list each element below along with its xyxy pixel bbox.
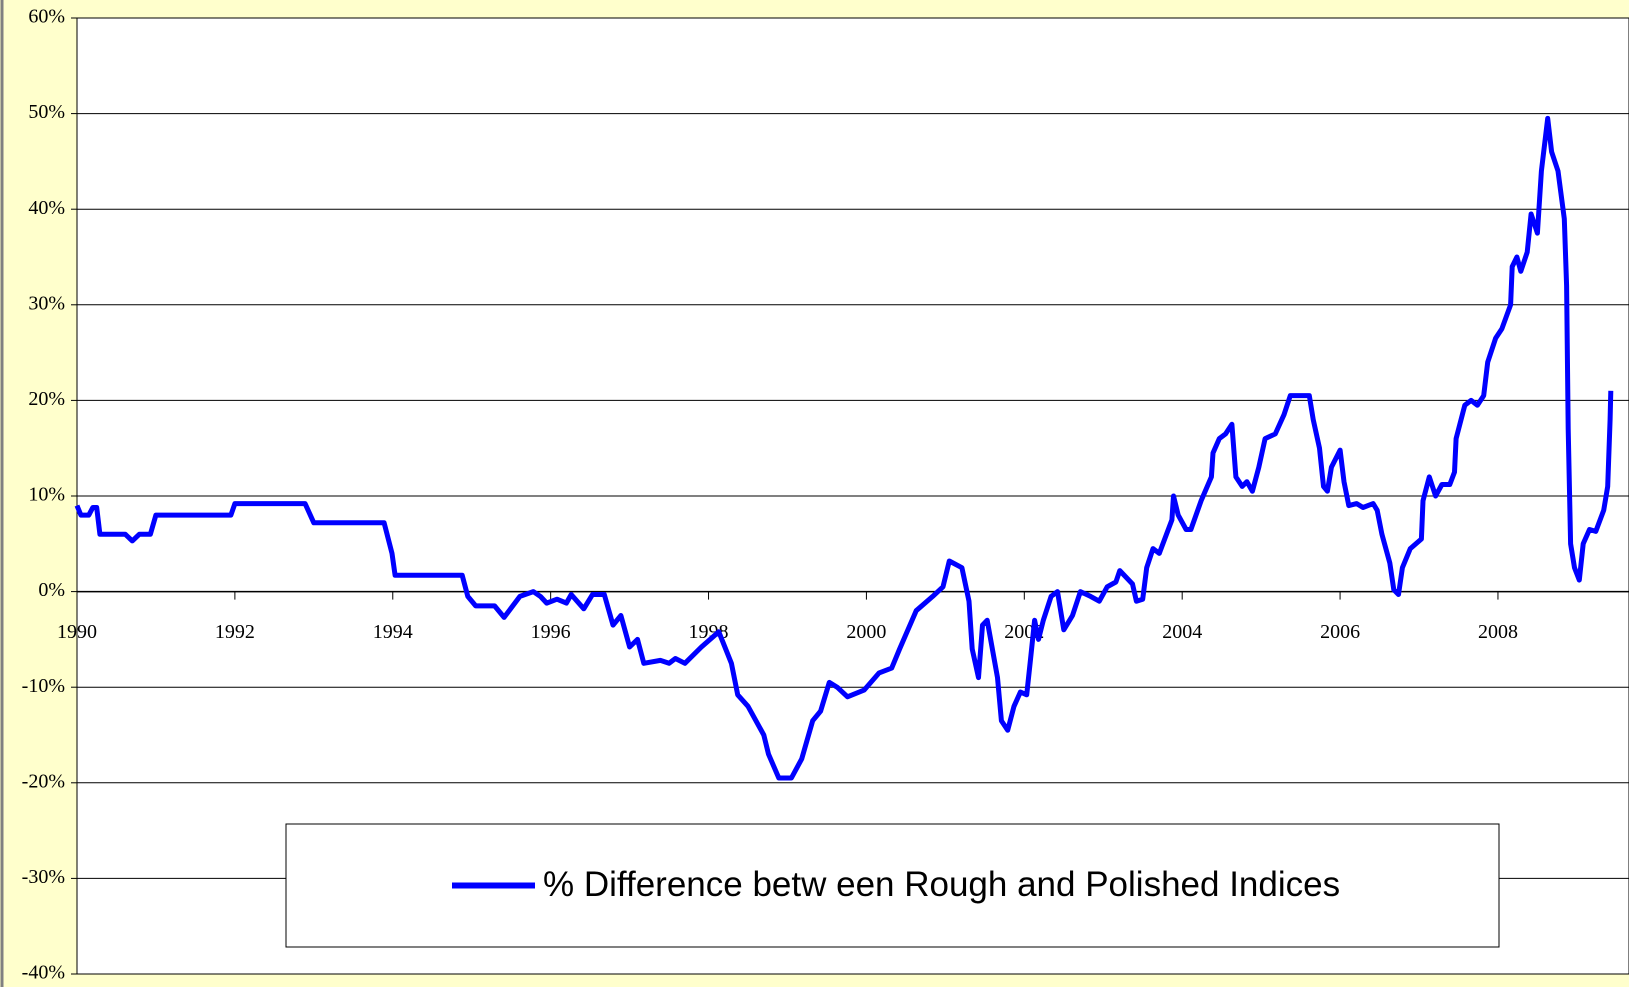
- legend-label: % Difference betw een Rough and Polished…: [543, 865, 1340, 904]
- x-tick-label: 2000: [846, 621, 886, 643]
- x-tick-label: 1996: [531, 621, 571, 643]
- y-tick-label: -40%: [22, 962, 65, 984]
- y-tick-label: 10%: [28, 484, 65, 506]
- y-tick-label: 40%: [28, 197, 65, 219]
- y-tick-label: 0%: [38, 579, 65, 601]
- y-tick-label: -30%: [22, 866, 65, 888]
- y-tick-label: 50%: [28, 101, 65, 123]
- y-tick-label: -10%: [22, 675, 65, 697]
- x-tick-label: 2008: [1478, 621, 1518, 643]
- data-line: [74, 115, 1614, 781]
- y-tick-label: 20%: [28, 388, 65, 410]
- x-tick-label: 1990: [57, 621, 97, 643]
- x-tick-label: 2006: [1320, 621, 1360, 643]
- x-tick-label: 1994: [373, 621, 413, 643]
- y-tick-label: 60%: [28, 6, 65, 28]
- y-tick-label: 30%: [28, 292, 65, 314]
- x-tick-label: 1992: [215, 621, 255, 643]
- x-tick-label: 2004: [1162, 621, 1202, 643]
- y-tick-label: -20%: [22, 770, 65, 792]
